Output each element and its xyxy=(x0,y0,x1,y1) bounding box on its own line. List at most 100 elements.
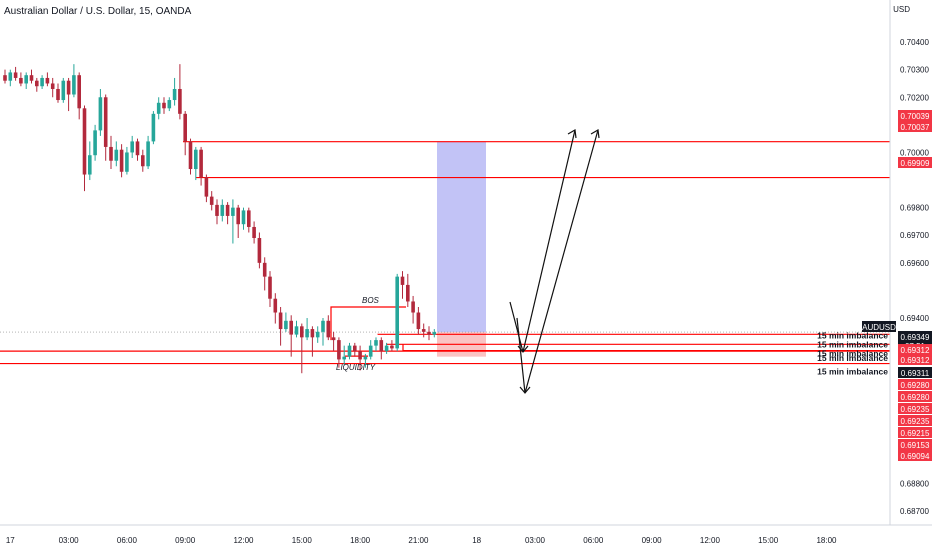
x-tick-label: 12:00 xyxy=(233,536,254,545)
price-label[interactable]: 0.69094 xyxy=(898,450,932,461)
price-label-bg xyxy=(898,450,932,461)
price-label-text: 0.69094 xyxy=(901,452,930,461)
price-label[interactable]: 0.69312 xyxy=(898,354,932,365)
y-tick-label: 0.69400 xyxy=(900,314,929,323)
candle-body xyxy=(162,102,166,109)
candle-body xyxy=(294,326,299,335)
candle-body xyxy=(236,207,240,225)
price-axis[interactable]: 0.704000.703000.702000.701000.700000.698… xyxy=(862,0,932,525)
candle-body xyxy=(374,340,378,346)
candle-body xyxy=(278,312,283,330)
candle-body xyxy=(331,337,336,341)
y-tick-label: 0.69800 xyxy=(900,204,929,213)
candle-body xyxy=(315,331,320,338)
candle-body xyxy=(427,331,431,335)
y-tick-label: 0.69700 xyxy=(900,231,929,240)
candle-body xyxy=(241,210,246,225)
candle-body xyxy=(40,77,44,87)
x-tick-label: 21:00 xyxy=(408,536,429,545)
price-label[interactable]: 0.69280 xyxy=(898,379,932,390)
candle-body xyxy=(337,340,341,360)
price-label[interactable]: 0.69312 xyxy=(898,344,932,355)
arrow-head-icon xyxy=(567,129,577,139)
price-label-text: 0.69153 xyxy=(901,441,930,450)
candle-body xyxy=(358,351,362,360)
price-label-bg xyxy=(898,379,932,390)
candle-body xyxy=(72,75,76,95)
price-label[interactable]: 0.69235 xyxy=(898,403,932,414)
y-tick-label: 0.70200 xyxy=(900,93,929,102)
candle-body xyxy=(400,276,405,285)
candle-body xyxy=(326,320,331,338)
price-label[interactable]: 0.69909 xyxy=(898,157,932,168)
candle-body xyxy=(119,149,124,172)
price-label-text: 0.69312 xyxy=(901,346,930,355)
bos-line xyxy=(330,306,406,341)
take-profit-zone xyxy=(437,141,486,333)
y-tick-label: 0.68700 xyxy=(900,507,929,516)
price-label-text: 0.69215 xyxy=(901,429,930,438)
candle-body xyxy=(368,345,373,357)
price-label-text: 0.70039 xyxy=(901,112,930,121)
price-label-text: 0.69311 xyxy=(901,369,930,378)
projection-arrow xyxy=(516,129,599,394)
price-label[interactable]: 0.69215 xyxy=(898,427,932,438)
candle-body xyxy=(88,155,92,175)
time-axis[interactable]: 17 03:00 06:00 09:00 12:00 15:00 18:00 21:00 18 0… xyxy=(0,524,932,545)
candle-body xyxy=(257,238,262,263)
candle-body xyxy=(411,301,415,313)
price-label-text: 0.69909 xyxy=(901,159,930,168)
candle-body xyxy=(432,332,437,335)
candle-body xyxy=(268,276,272,299)
candle-body xyxy=(342,356,346,360)
price-label-bg xyxy=(898,427,932,438)
candle-body xyxy=(406,284,410,302)
horizontal-levels[interactable] xyxy=(0,141,890,365)
x-tick-label: 18 xyxy=(472,536,481,545)
projection-arrow xyxy=(509,129,576,353)
x-tick-label: 03:00 xyxy=(525,536,546,545)
price-label-text: 0.69312 xyxy=(901,356,930,365)
price-label[interactable]: 0.70039 xyxy=(898,110,932,121)
price-label[interactable]: AUDUSD xyxy=(862,321,896,332)
price-label[interactable]: 0.69311 xyxy=(898,367,932,378)
price-label-text: 0.69349 xyxy=(901,333,930,342)
candle-body xyxy=(82,108,87,175)
price-label[interactable]: 0.69280 xyxy=(898,391,932,402)
candle-body xyxy=(379,340,384,352)
candle-body xyxy=(416,312,421,330)
candle-body xyxy=(156,102,161,114)
price-label-text: AUDUSD xyxy=(862,323,896,332)
candle-body xyxy=(421,329,426,332)
candle-body xyxy=(215,204,219,216)
imbalance-label: 15 min imbalance xyxy=(817,339,888,349)
price-label-text: 0.69235 xyxy=(901,405,930,414)
x-tick-label: 18:00 xyxy=(350,536,371,545)
candle-body xyxy=(178,88,182,114)
candle-body xyxy=(29,75,34,81)
price-label-text: 0.69280 xyxy=(901,381,930,390)
price-label-text: 0.69280 xyxy=(901,393,930,402)
candle-body xyxy=(384,345,389,352)
candle-body xyxy=(231,207,235,216)
candle-body xyxy=(8,72,13,81)
imbalance-line xyxy=(402,344,890,352)
arrow-head-icon xyxy=(517,345,529,353)
candle-body xyxy=(273,298,278,313)
price-label[interactable]: 0.69349 xyxy=(898,331,932,342)
price-label[interactable]: 0.70037 xyxy=(898,121,932,132)
candle-body xyxy=(130,141,134,153)
candle-body xyxy=(310,329,315,338)
candle-body xyxy=(247,210,251,227)
candle-body xyxy=(167,100,172,109)
price-label[interactable]: 0.69153 xyxy=(898,439,932,450)
candle-body xyxy=(66,80,71,95)
price-label-bg xyxy=(898,439,932,450)
candle-body xyxy=(225,204,230,216)
price-label[interactable]: 0.69235 xyxy=(898,415,932,426)
x-tick-label: 15:00 xyxy=(292,536,313,545)
imbalance-label: 15 min imbalance xyxy=(817,330,888,340)
candle-body xyxy=(135,141,140,156)
